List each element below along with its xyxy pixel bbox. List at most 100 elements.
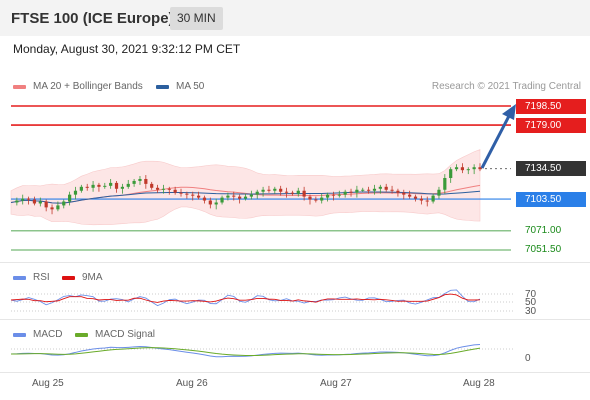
pivot-label: 7103.50 <box>516 192 586 207</box>
candle-body <box>343 191 347 195</box>
candle-body <box>120 186 124 189</box>
candle-body <box>413 196 418 199</box>
candle-body <box>208 200 212 205</box>
candle-body <box>73 190 78 195</box>
rsi-ma-line <box>10 293 481 303</box>
panel-divider <box>0 372 590 373</box>
candle-body <box>202 197 207 201</box>
macd-signal-line <box>10 347 481 357</box>
candle-body <box>132 180 136 184</box>
report-datetime: Monday, August 30, 2021 9:32:12 PM CET <box>13 42 241 56</box>
candle-body <box>431 195 435 202</box>
x-tick-aug26: Aug 26 <box>176 378 208 389</box>
candle-body <box>255 191 259 195</box>
legend-rsi-ma: 9MA <box>62 272 103 283</box>
resistance1-label: 7179.00 <box>516 118 586 133</box>
candle-body <box>50 207 54 210</box>
candle-body <box>284 191 289 193</box>
rsi-level-30: 30 <box>525 306 537 317</box>
instrument-title: FTSE 100 (ICE Europe) <box>11 10 174 27</box>
candle-body <box>249 194 253 197</box>
candle-body <box>161 188 166 190</box>
rsi-swatch <box>13 275 26 280</box>
candle-body <box>454 167 459 170</box>
candle-body <box>419 198 423 201</box>
candle-body <box>378 186 382 189</box>
candle-body <box>21 198 25 201</box>
candle-body <box>325 194 330 198</box>
candle-body <box>191 194 195 196</box>
candle-body <box>97 184 101 187</box>
ma50-swatch <box>156 84 169 89</box>
candle-body <box>185 193 189 195</box>
candle-body <box>109 182 113 186</box>
macd-swatch <box>13 332 26 337</box>
bollinger-band <box>10 149 481 226</box>
candle-body <box>62 201 66 206</box>
candle-body <box>261 189 265 192</box>
candle-body <box>220 197 224 203</box>
legend-ma50-label: MA 50 <box>176 81 205 92</box>
candle-body <box>173 189 177 193</box>
candle-body <box>138 178 142 181</box>
candle-body <box>232 195 236 197</box>
legend-macd-label: MACD <box>33 329 63 340</box>
candle-body <box>44 201 48 208</box>
last-price-label: 7134.50 <box>516 161 586 176</box>
candle-body <box>167 188 171 190</box>
rsi-ma-swatch <box>62 275 75 280</box>
candle-body <box>425 200 429 202</box>
candle-body <box>197 195 201 198</box>
candle-body <box>361 189 365 191</box>
macd-signal-swatch <box>75 332 88 337</box>
candle-body <box>437 189 441 196</box>
candle-body <box>103 185 107 187</box>
panel-divider <box>0 319 590 320</box>
legend-macd: MACD <box>13 329 62 340</box>
support1-label: 7071.00 <box>525 225 562 236</box>
candle-body <box>320 197 324 201</box>
candle-body <box>478 167 482 170</box>
candle-body <box>402 192 406 195</box>
legend-rsi-ma-label: 9MA <box>82 272 103 283</box>
candle-body <box>273 188 277 191</box>
candle-body <box>238 196 242 199</box>
legend-ma20-label: MA 20 + Bollinger Bands <box>33 81 143 92</box>
candle-body <box>85 186 89 188</box>
candle-body <box>466 169 470 171</box>
candle-body <box>314 199 318 201</box>
candle-body <box>68 194 72 202</box>
legend-macd-signal-label: MACD Signal <box>95 329 156 340</box>
candle-body <box>290 192 294 194</box>
candle-body <box>144 178 148 184</box>
candle-body <box>308 196 312 200</box>
candle-body <box>32 199 37 204</box>
candle-body <box>56 205 60 210</box>
candle-body <box>279 188 283 192</box>
support2-label: 7051.50 <box>525 244 562 255</box>
candle-body <box>460 167 465 171</box>
credit-text: Research © 2021 Trading Central <box>431 81 581 92</box>
candle-body <box>384 186 388 190</box>
candle-body <box>243 196 248 199</box>
candle-body <box>267 189 271 191</box>
legend-ma50: MA 50 <box>156 81 204 92</box>
candle-body <box>372 188 377 191</box>
candle-body <box>15 200 19 203</box>
rsi-level-50: 50 <box>525 297 537 308</box>
candle-body <box>408 194 412 197</box>
macd-zero-label: 0 <box>525 353 531 364</box>
candle-body <box>150 183 154 188</box>
forecast-arrow-head <box>502 104 516 120</box>
candle-body <box>390 189 394 191</box>
candle-body <box>79 186 83 191</box>
panel-divider <box>0 262 590 263</box>
candle-body <box>114 182 119 189</box>
legend-ma20: MA 20 + Bollinger Bands <box>13 81 143 92</box>
candle-body <box>349 191 353 193</box>
ma20-swatch <box>13 84 26 89</box>
candle-body <box>155 187 160 190</box>
timeframe-badge[interactable]: 30 MIN <box>170 7 223 30</box>
candle-body <box>331 194 336 196</box>
